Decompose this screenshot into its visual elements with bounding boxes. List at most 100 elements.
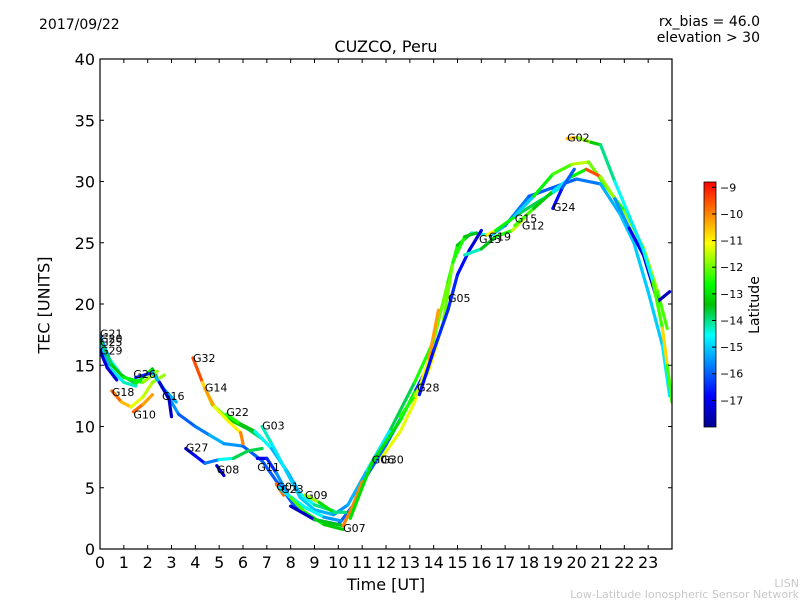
satellite-label: G24 bbox=[553, 201, 576, 214]
series-segment bbox=[193, 454, 207, 465]
satellite-label: G27 bbox=[186, 441, 209, 454]
x-tick-label: 23 bbox=[638, 553, 658, 572]
series-segment bbox=[224, 412, 243, 426]
series-segment bbox=[100, 344, 112, 370]
series-segment bbox=[613, 179, 631, 218]
x-tick-label: 19 bbox=[543, 553, 563, 572]
series-segment bbox=[651, 280, 665, 331]
y-tick-label: 35 bbox=[75, 111, 95, 130]
x-tick-label: 13 bbox=[400, 553, 420, 572]
x-tick-label: 15 bbox=[447, 553, 467, 572]
watermark-short: LISN bbox=[774, 577, 799, 590]
series-segment bbox=[203, 386, 216, 409]
series-segment bbox=[270, 442, 288, 473]
series-segment bbox=[484, 228, 498, 237]
series-segment bbox=[479, 235, 498, 251]
series-segment bbox=[467, 228, 483, 252]
series-segment bbox=[222, 442, 245, 448]
series-segment bbox=[322, 522, 345, 532]
satellite-label: G13 bbox=[479, 233, 502, 246]
series-segment bbox=[348, 461, 374, 520]
series-G09 bbox=[303, 493, 348, 514]
series-G10 bbox=[131, 393, 155, 414]
series-G05 bbox=[417, 228, 483, 397]
series-segment bbox=[627, 214, 646, 252]
series-segment bbox=[565, 135, 579, 141]
series-segment bbox=[463, 231, 479, 239]
satellite-label: G10 bbox=[133, 408, 156, 421]
x-tick-label: 17 bbox=[495, 553, 515, 572]
series-segment bbox=[494, 228, 514, 239]
series-segment bbox=[110, 363, 126, 380]
x-axis-label: Time [UT] bbox=[346, 575, 426, 594]
series-segment bbox=[239, 431, 245, 446]
x-tick-label: 3 bbox=[166, 553, 176, 572]
series-segment bbox=[417, 348, 436, 397]
x-tick-label: 18 bbox=[519, 553, 539, 572]
series-segment bbox=[398, 394, 417, 419]
x-tick-label: 16 bbox=[471, 553, 491, 572]
series-segment bbox=[131, 402, 145, 414]
series-segment bbox=[584, 167, 603, 179]
series-segment bbox=[191, 356, 205, 384]
x-tick-label: 0 bbox=[95, 553, 105, 572]
series-segment bbox=[122, 375, 145, 384]
series-G24 bbox=[551, 167, 576, 211]
series-segment bbox=[289, 504, 317, 522]
series-segment bbox=[346, 469, 369, 507]
series-segment bbox=[551, 186, 564, 211]
series-segment bbox=[656, 290, 669, 331]
x-tick-label: 8 bbox=[286, 553, 296, 572]
series-segment bbox=[141, 393, 155, 407]
series-segment bbox=[110, 389, 124, 404]
x-tick-label: 22 bbox=[614, 553, 634, 572]
series-segment bbox=[513, 206, 536, 228]
series-segment bbox=[298, 495, 317, 512]
satellite-label: G07 bbox=[343, 522, 366, 535]
series-segment bbox=[141, 380, 155, 399]
satellite-label: G11 bbox=[257, 461, 280, 474]
series-segment bbox=[122, 380, 138, 388]
satellite-label: G29 bbox=[100, 345, 123, 358]
x-tick-label: 12 bbox=[376, 553, 396, 572]
series-segment bbox=[227, 420, 243, 435]
colorbar-tick-label: −17 bbox=[720, 394, 743, 407]
series-segment bbox=[351, 480, 364, 508]
series-G27 bbox=[184, 446, 264, 465]
satellite-label: G05 bbox=[448, 292, 471, 305]
series-segment bbox=[560, 167, 576, 190]
colorbar-tick-label: −14 bbox=[720, 314, 743, 327]
satellite-label: G28 bbox=[417, 381, 440, 394]
series-segment bbox=[265, 456, 278, 475]
satellite-label: G01 bbox=[276, 481, 299, 494]
chart-title: CUZCO, Peru bbox=[334, 37, 438, 56]
series-segment bbox=[208, 433, 226, 446]
watermark-full: Low-Latitude Ionospheric Sensor Network bbox=[570, 588, 799, 601]
satellite-label: G03 bbox=[262, 419, 285, 432]
series-segment bbox=[446, 273, 460, 312]
series-segment bbox=[660, 326, 669, 367]
colorbar-tick-label: −10 bbox=[720, 208, 743, 221]
satellite-label: G26 bbox=[133, 368, 156, 381]
satellite-label: G20 bbox=[100, 332, 123, 345]
series-segment bbox=[613, 197, 631, 230]
series-segment bbox=[641, 248, 655, 284]
series-segment bbox=[398, 400, 417, 433]
x-tick-label: 14 bbox=[423, 553, 443, 572]
satellite-label: G16 bbox=[162, 390, 185, 403]
series-segment bbox=[617, 211, 636, 245]
series-segment bbox=[231, 449, 250, 460]
y-tick-label: 40 bbox=[75, 50, 95, 69]
series-segment bbox=[575, 135, 593, 144]
y-tick-label: 5 bbox=[85, 479, 95, 498]
satellite-label: G02 bbox=[567, 131, 590, 144]
x-tick-label: 20 bbox=[566, 553, 586, 572]
series-segment bbox=[107, 366, 126, 384]
series-segment bbox=[303, 493, 321, 505]
series-segment bbox=[260, 424, 274, 446]
series-segment bbox=[217, 456, 236, 462]
series-segment bbox=[532, 172, 555, 198]
x-tick-label: 11 bbox=[352, 553, 372, 572]
series-segment bbox=[517, 197, 545, 215]
series-segment bbox=[379, 429, 402, 460]
